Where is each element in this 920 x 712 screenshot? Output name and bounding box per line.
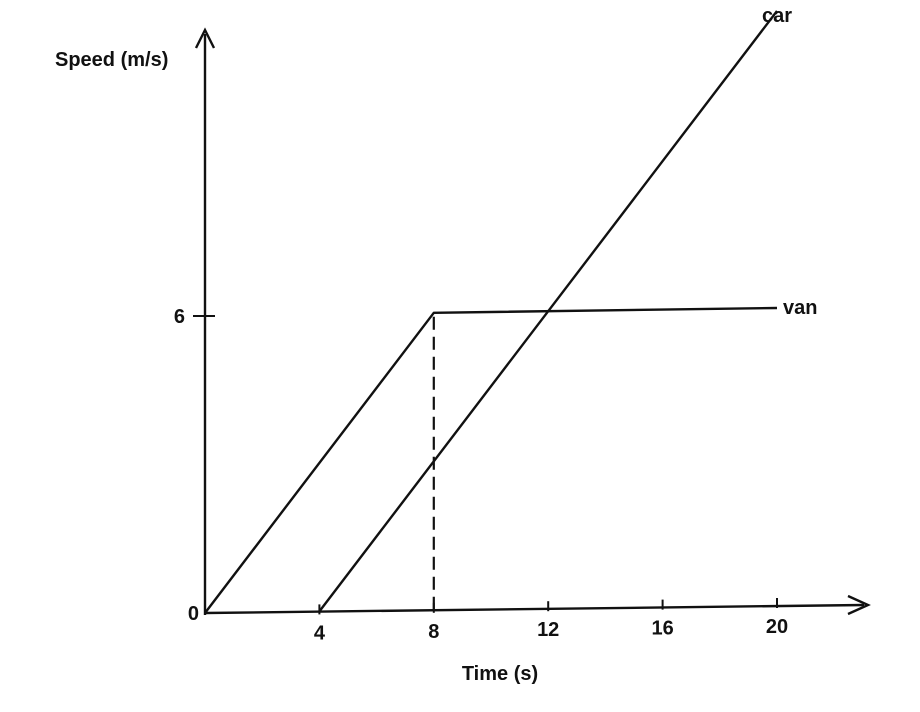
- y-tick-label: 6: [174, 306, 185, 328]
- series-labels: van car: [762, 5, 817, 319]
- y-tick-label: 0: [188, 603, 199, 625]
- x-axis: [204, 603, 865, 615]
- x-tick-label: 20: [766, 616, 788, 638]
- y-axis-arrow: [194, 27, 216, 49]
- series-label-car: car: [762, 5, 792, 27]
- y-axis-label: Speed (m/s): [55, 49, 168, 71]
- x-tick-label: 8: [428, 621, 439, 643]
- y-ticks: 06: [174, 306, 215, 625]
- x-ticks: 4 8 12 16 20: [314, 598, 788, 644]
- series-line-van: [204, 306, 778, 614]
- x-axis-arrow: [847, 594, 871, 616]
- series-lines: [204, 10, 778, 614]
- x-tick-label: 4: [314, 622, 326, 644]
- x-axis-label: Time (s): [462, 663, 538, 685]
- series-line-car: [318, 10, 778, 613]
- series-label-van: van: [783, 297, 817, 319]
- x-tick-label: 16: [651, 618, 673, 640]
- x-tick-label: 12: [537, 619, 559, 641]
